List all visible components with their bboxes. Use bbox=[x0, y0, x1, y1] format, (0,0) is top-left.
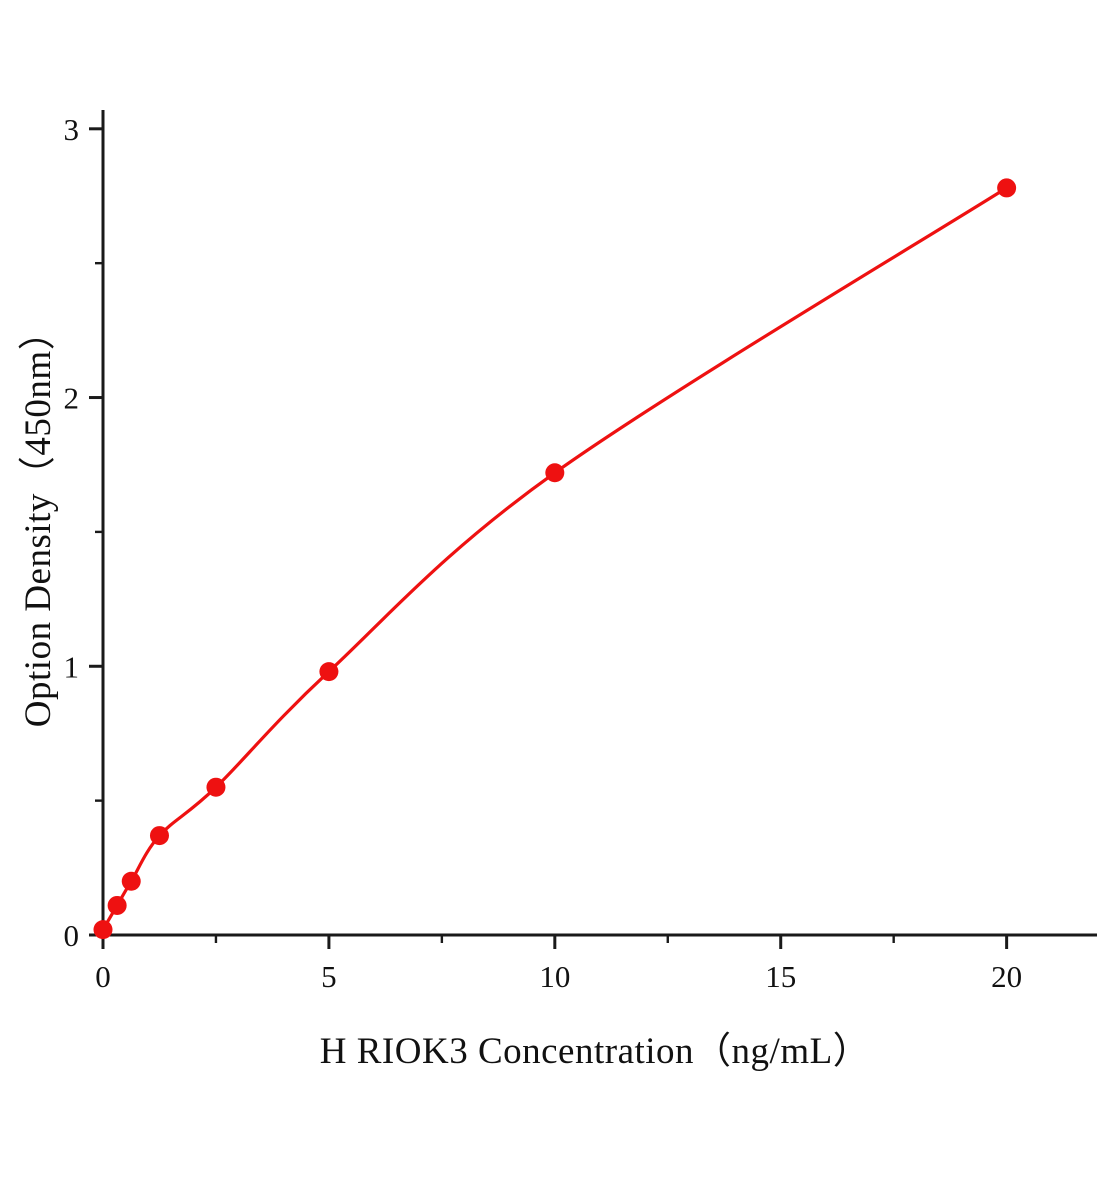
x-tick-label: 0 bbox=[95, 959, 111, 994]
y-axis-title: Option Density（450nm） bbox=[18, 312, 59, 728]
x-tick-label: 10 bbox=[539, 959, 570, 994]
data-point bbox=[206, 777, 226, 797]
data-point bbox=[93, 920, 113, 940]
data-point bbox=[997, 178, 1017, 198]
curve-line bbox=[101, 186, 1009, 932]
x-axis-title: H RIOK3 Concentration（ng/mL） bbox=[319, 1031, 871, 1072]
data-point bbox=[149, 826, 169, 846]
x-tick-label: 15 bbox=[765, 959, 796, 994]
x-tick-label: 20 bbox=[991, 959, 1022, 994]
data-point bbox=[545, 463, 565, 483]
data-point bbox=[121, 871, 141, 891]
y-tick-label: 2 bbox=[64, 381, 80, 416]
data-point bbox=[107, 895, 127, 915]
x-tick-label: 5 bbox=[321, 959, 337, 994]
y-tick-label: 1 bbox=[64, 649, 80, 684]
data-point bbox=[319, 662, 339, 682]
y-tick-label: 0 bbox=[64, 918, 80, 953]
y-tick-label: 3 bbox=[64, 112, 80, 147]
